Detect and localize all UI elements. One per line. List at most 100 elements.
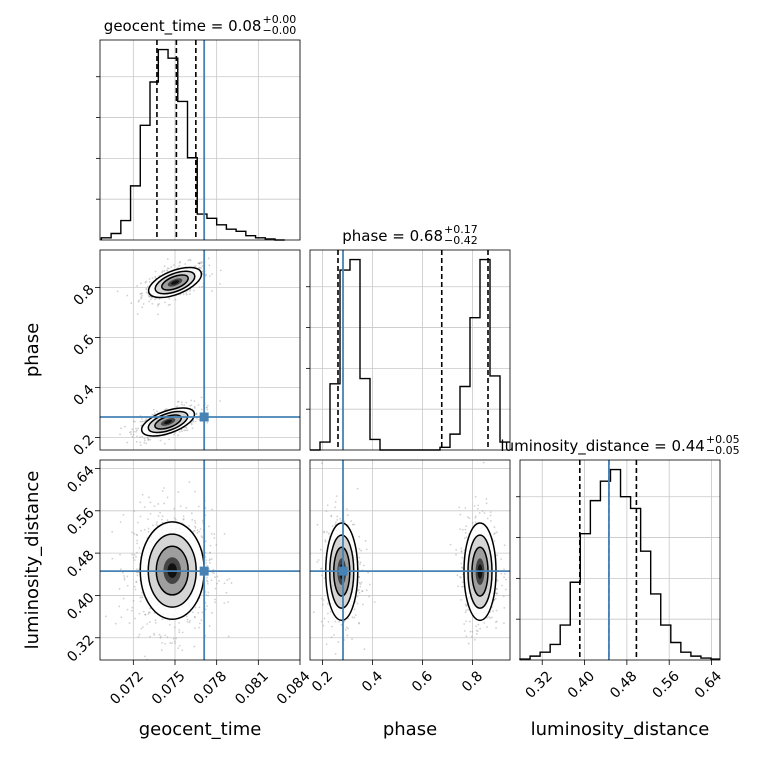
sample-point [189,259,192,262]
sample-point [178,264,181,267]
x-tick-label: 0.4 [359,668,386,695]
sample-point [179,260,182,263]
sample-point [223,582,226,585]
sample-point [126,294,129,297]
sample-point [495,587,498,590]
sample-point [130,609,133,612]
sample-point [361,603,364,606]
sample-point [140,282,142,285]
sample-point [346,514,349,517]
sample-point [145,291,148,294]
axes-frame [309,249,511,451]
y-tick-label: 0.6 [71,332,98,359]
sample-point [141,591,144,594]
sample-point [138,546,141,549]
sample-point [205,273,208,276]
sample-point [138,299,141,302]
sample-point [195,417,198,420]
sample-point [474,515,477,518]
sample-point [132,430,135,433]
y-tick-label: 0.2 [71,432,98,459]
sample-point [500,572,503,575]
sample-point [185,293,188,296]
sample-point [130,430,132,433]
sample-point [144,655,146,658]
sample-point [322,624,325,627]
sample-point [206,406,208,409]
sample-point [139,600,142,603]
sample-point [193,645,196,648]
sample-point [357,588,360,591]
sample-point [163,487,165,489]
x-tick-label: 0.56 [649,668,682,701]
sample-point [494,597,497,600]
sample-point [211,611,213,614]
sample-point [151,277,154,279]
sample-point [358,621,360,624]
sample-point [459,576,462,579]
sample-point [177,647,180,650]
sample-point [354,614,357,617]
sample-point [149,635,151,638]
sample-point [181,430,184,433]
sample-point [206,408,209,411]
sample-point [185,615,188,618]
sample-point [148,300,151,303]
sample-point [209,551,211,554]
density-panel-phase-luminosity_distance [309,459,511,661]
sample-point [470,635,473,638]
sample-point [460,562,463,565]
sample-point [327,621,330,623]
sample-point [345,626,348,629]
sample-point [148,496,150,499]
sample-point [130,433,133,436]
sample-point [160,518,163,521]
sample-point [337,641,340,643]
y-tick-label: 0.48 [64,547,97,580]
sample-point [147,439,150,441]
sample-point [218,579,220,582]
sample-point [205,559,208,562]
axes-frame [309,459,511,661]
sample-point [322,599,325,601]
truth-marker [199,412,209,422]
sample-point [178,644,181,647]
sample-point [503,572,506,575]
sample-point [166,519,169,522]
title-upper-error: +0.05 [706,433,740,446]
sample-point [135,430,137,433]
sample-point [360,581,363,584]
sample-point [145,442,148,445]
sample-point [496,579,499,582]
sample-point [325,510,328,513]
sample-point [166,258,169,261]
sample-point [139,441,142,444]
sample-point [459,528,461,531]
sample-point [489,511,492,513]
sample-point [126,584,129,587]
sample-point [119,433,121,436]
sample-point [336,515,339,518]
sample-point [219,400,222,402]
sample-point [492,610,494,613]
sample-point [171,642,173,645]
sample-point [176,405,179,408]
sample-point [161,270,164,273]
sample-point [149,611,151,614]
sample-point [141,292,144,295]
x-tick-label: 0.48 [607,668,640,701]
sample-point [149,501,152,504]
sample-point [495,620,498,623]
sample-point [134,617,136,620]
sample-point [363,564,365,567]
sample-point [496,554,498,557]
sample-point [184,426,187,429]
title-upper-error: +0.00 [262,13,296,26]
sample-point [198,262,200,265]
sample-point [177,434,179,437]
sample-point [461,556,464,559]
sample-point [204,634,207,637]
sample-point [475,625,478,628]
density-contour [171,280,179,285]
x-tick-label: 0.2 [309,668,336,695]
